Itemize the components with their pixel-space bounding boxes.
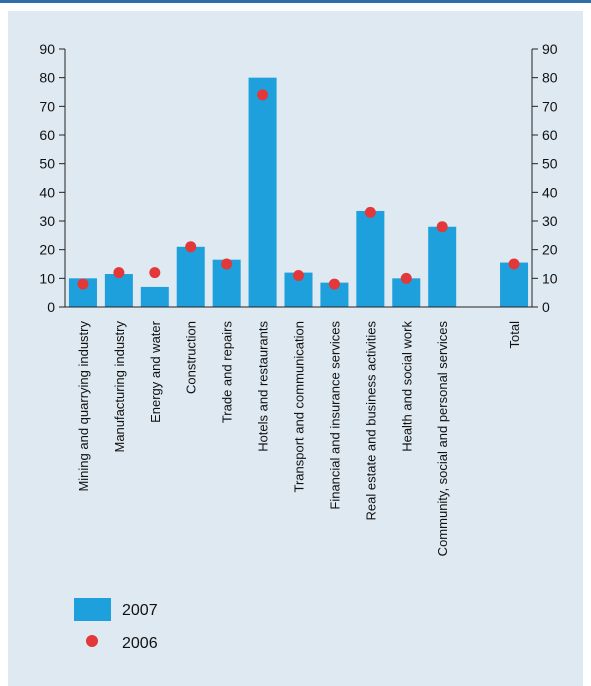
dots-layer bbox=[77, 89, 520, 290]
chart-panel bbox=[8, 11, 583, 686]
legend-label: 2006 bbox=[122, 635, 158, 652]
bar bbox=[248, 77, 277, 308]
x-tick-label: Trade and repairs bbox=[220, 321, 235, 424]
bar bbox=[176, 246, 205, 307]
x-tick-label: Total bbox=[507, 321, 522, 349]
y-tick-label-right: 20 bbox=[542, 242, 558, 258]
legend-label: 2007 bbox=[122, 602, 158, 619]
legend-swatch-dot bbox=[86, 635, 98, 647]
y-tick-label-right: 40 bbox=[542, 184, 558, 200]
dot-marker bbox=[221, 258, 233, 270]
y-tick-label-left: 80 bbox=[39, 70, 55, 86]
y-tick-label-left: 60 bbox=[39, 127, 55, 143]
x-labels-layer: Mining and quarrying industry Manufacturi… bbox=[76, 320, 522, 556]
y-tick-label-right: 70 bbox=[542, 98, 558, 114]
dot-marker bbox=[257, 89, 269, 101]
x-tick-label: Hotels and restaurants bbox=[256, 321, 271, 452]
dot-marker bbox=[364, 206, 376, 218]
y-tick-label-left: 10 bbox=[39, 270, 55, 286]
y-tick-label-left: 90 bbox=[39, 41, 55, 57]
bars-layer bbox=[68, 77, 529, 308]
y-tick-label-left: 40 bbox=[39, 184, 55, 200]
dot-marker bbox=[328, 278, 340, 290]
dot-marker bbox=[293, 269, 304, 281]
x-tick-label: Energy and water bbox=[148, 320, 163, 423]
y-tick-label-right: 80 bbox=[542, 70, 558, 86]
dot-marker bbox=[508, 258, 520, 270]
dot-marker bbox=[113, 267, 125, 279]
y-tick-label-left: 50 bbox=[39, 156, 55, 172]
x-tick-label: Health and social work bbox=[399, 321, 414, 452]
legend-swatch-bar bbox=[74, 598, 111, 621]
y-tick-label-left: 70 bbox=[39, 98, 55, 114]
x-tick-label: Manufacturing industry bbox=[112, 321, 127, 453]
bar bbox=[104, 274, 133, 307]
y-tick-label-left: 0 bbox=[47, 299, 55, 315]
y-tick-label-right: 60 bbox=[542, 127, 558, 143]
y-tick-label-left: 20 bbox=[39, 242, 55, 258]
y-tick-label-right: 10 bbox=[542, 270, 558, 286]
x-tick-label: Transport and communication bbox=[292, 321, 307, 493]
y-tick-label-right: 30 bbox=[542, 213, 558, 229]
x-tick-label: Mining and quarrying industry bbox=[76, 321, 91, 492]
y-tick-label-right: 90 bbox=[542, 41, 558, 57]
dot-marker bbox=[77, 278, 89, 290]
y-tick-label-right: 0 bbox=[542, 299, 550, 315]
bar bbox=[500, 262, 529, 307]
x-tick-label: Real estate and business activities bbox=[363, 321, 378, 521]
dot-marker bbox=[436, 221, 448, 233]
dot-marker bbox=[400, 272, 412, 284]
y-tick-label-right: 50 bbox=[542, 156, 558, 172]
dot-marker bbox=[185, 241, 197, 253]
legend: 2007 2006 bbox=[74, 598, 158, 652]
top-rule bbox=[0, 0, 591, 3]
x-tick-label: Construction bbox=[184, 321, 199, 394]
x-tick-label: Financial and insurance services bbox=[327, 321, 342, 510]
bar bbox=[140, 286, 169, 307]
dot-marker bbox=[149, 267, 161, 279]
axes-layer: 0 0 10 10 20 20 30 30 40 40 50 50 60 60 70 70 80 80 90 90 bbox=[39, 41, 557, 315]
bar bbox=[428, 226, 457, 307]
bar bbox=[356, 210, 385, 307]
y-tick-label-left: 30 bbox=[39, 213, 55, 229]
x-tick-label: Community, social and personal services bbox=[435, 321, 450, 557]
